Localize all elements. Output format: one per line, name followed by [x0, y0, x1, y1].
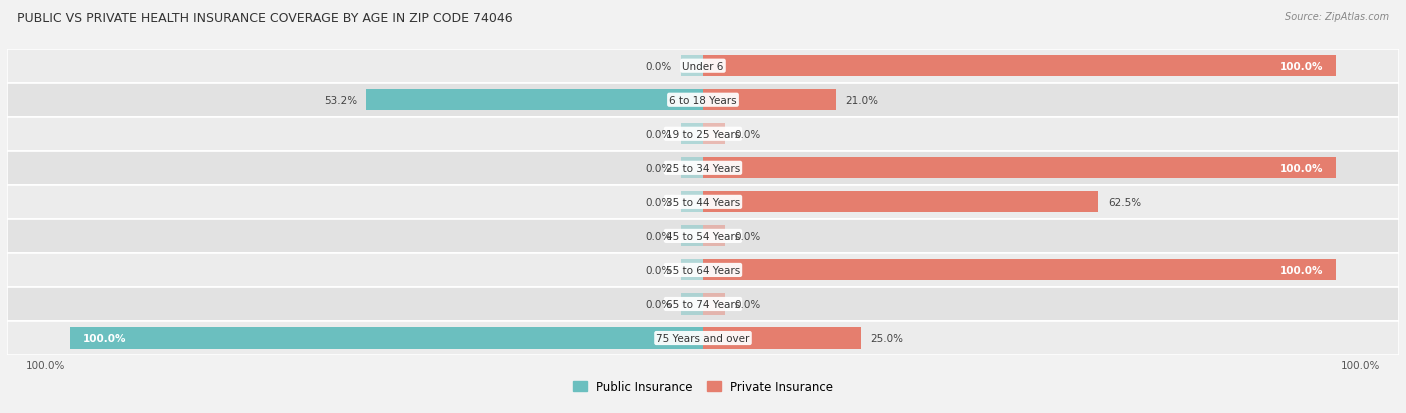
Bar [7, 253, 1399, 287]
Text: 0.0%: 0.0% [645, 129, 672, 140]
Bar [7, 117, 1399, 152]
Text: 53.2%: 53.2% [323, 95, 357, 105]
Bar [703, 192, 1098, 213]
Text: 100.0%: 100.0% [1279, 265, 1323, 275]
Text: Under 6: Under 6 [682, 62, 724, 71]
Bar [703, 56, 1336, 77]
Bar [7, 83, 1399, 117]
Legend: Public Insurance, Private Insurance: Public Insurance, Private Insurance [568, 376, 838, 398]
Bar [7, 321, 1399, 355]
Bar [681, 294, 703, 315]
Text: 21.0%: 21.0% [845, 95, 879, 105]
Text: 0.0%: 0.0% [734, 299, 761, 309]
Bar [703, 124, 725, 145]
Text: PUBLIC VS PRIVATE HEALTH INSURANCE COVERAGE BY AGE IN ZIP CODE 74046: PUBLIC VS PRIVATE HEALTH INSURANCE COVER… [17, 12, 513, 25]
Bar [7, 287, 1399, 321]
Text: 100.0%: 100.0% [1279, 164, 1323, 173]
Text: 100.0%: 100.0% [25, 360, 66, 370]
Text: 0.0%: 0.0% [645, 197, 672, 207]
Bar [703, 158, 1336, 179]
Bar [681, 192, 703, 213]
Text: 75 Years and over: 75 Years and over [657, 333, 749, 343]
Text: 0.0%: 0.0% [645, 299, 672, 309]
Bar [681, 260, 703, 281]
Text: 55 to 64 Years: 55 to 64 Years [666, 265, 740, 275]
Text: 100.0%: 100.0% [83, 333, 127, 343]
Text: 0.0%: 0.0% [645, 265, 672, 275]
Text: 0.0%: 0.0% [645, 164, 672, 173]
Bar [7, 219, 1399, 253]
Text: 6 to 18 Years: 6 to 18 Years [669, 95, 737, 105]
Text: 0.0%: 0.0% [734, 231, 761, 241]
Text: Source: ZipAtlas.com: Source: ZipAtlas.com [1285, 12, 1389, 22]
Text: 0.0%: 0.0% [645, 62, 672, 71]
Bar [7, 152, 1399, 185]
Bar [703, 260, 1336, 281]
Text: 100.0%: 100.0% [1340, 360, 1381, 370]
Bar [703, 328, 860, 349]
Text: 100.0%: 100.0% [1279, 62, 1323, 71]
Bar [367, 90, 703, 111]
Text: 45 to 54 Years: 45 to 54 Years [666, 231, 740, 241]
Bar [681, 226, 703, 247]
Bar [7, 185, 1399, 219]
Text: 62.5%: 62.5% [1108, 197, 1142, 207]
Text: 0.0%: 0.0% [645, 231, 672, 241]
Text: 0.0%: 0.0% [734, 129, 761, 140]
Text: 25 to 34 Years: 25 to 34 Years [666, 164, 740, 173]
Bar [681, 124, 703, 145]
Bar [703, 226, 725, 247]
Bar [703, 90, 835, 111]
Text: 19 to 25 Years: 19 to 25 Years [666, 129, 740, 140]
Bar [7, 50, 1399, 83]
Bar [681, 56, 703, 77]
Text: 25.0%: 25.0% [870, 333, 904, 343]
Bar [681, 158, 703, 179]
Bar [70, 328, 703, 349]
Text: 35 to 44 Years: 35 to 44 Years [666, 197, 740, 207]
Text: 65 to 74 Years: 65 to 74 Years [666, 299, 740, 309]
Bar [703, 294, 725, 315]
